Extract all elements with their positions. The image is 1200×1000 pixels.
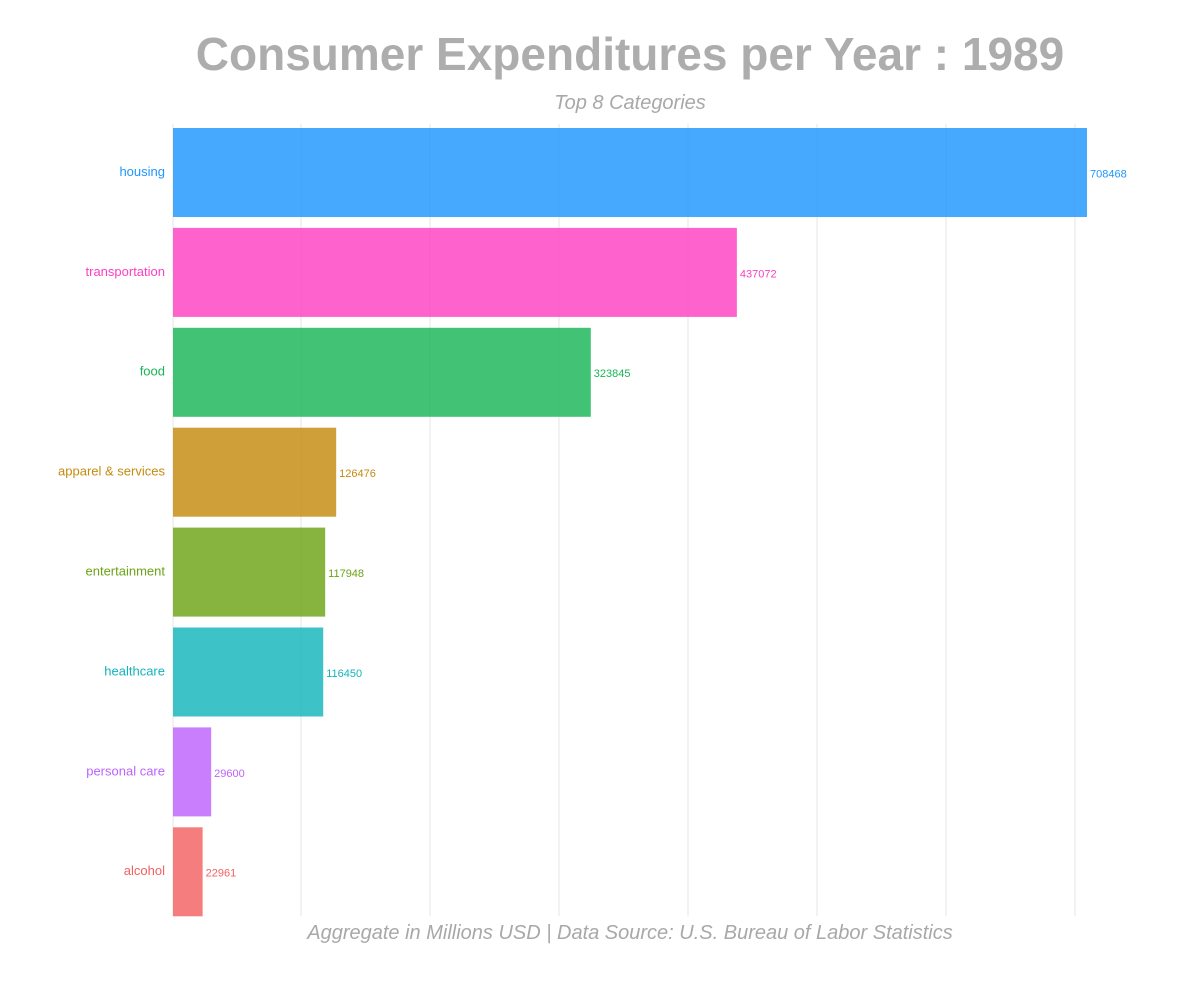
bar-personal-care	[173, 727, 212, 817]
chart-title: Consumer Expenditures per Year : 1989	[195, 28, 1065, 80]
category-label: apparel & services	[58, 464, 165, 479]
category-label: housing	[119, 164, 165, 179]
bar-food	[173, 327, 591, 417]
bar-apparel-services	[173, 427, 337, 517]
value-label: 126476	[339, 468, 376, 480]
chart-caption: Aggregate in Millions USD | Data Source:…	[307, 922, 953, 944]
category-label: healthcare	[104, 663, 165, 678]
bars	[173, 128, 1087, 917]
category-label: food	[140, 364, 165, 379]
value-label: 117948	[328, 568, 364, 580]
value-label: 116450	[326, 668, 362, 680]
category-label: personal care	[86, 763, 165, 778]
value-label: 437072	[740, 268, 777, 280]
value-label: 708468	[1090, 168, 1127, 180]
labels: housing 708468 transportation 437072 food 323…	[58, 164, 1127, 880]
chart-subtitle: Top 8 Categories	[554, 92, 706, 114]
value-label: 323845	[594, 368, 631, 380]
value-label: 29600	[214, 768, 245, 780]
category-label: entertainment	[86, 564, 166, 579]
value-label: 22961	[206, 868, 237, 880]
category-label: transportation	[86, 264, 166, 279]
bar-alcohol	[173, 827, 203, 917]
bar-housing	[173, 128, 1087, 217]
bar-healthcare	[173, 627, 324, 717]
category-label: alcohol	[124, 863, 165, 878]
bar-transportation	[173, 227, 737, 317]
bar-entertainment	[173, 527, 326, 617]
